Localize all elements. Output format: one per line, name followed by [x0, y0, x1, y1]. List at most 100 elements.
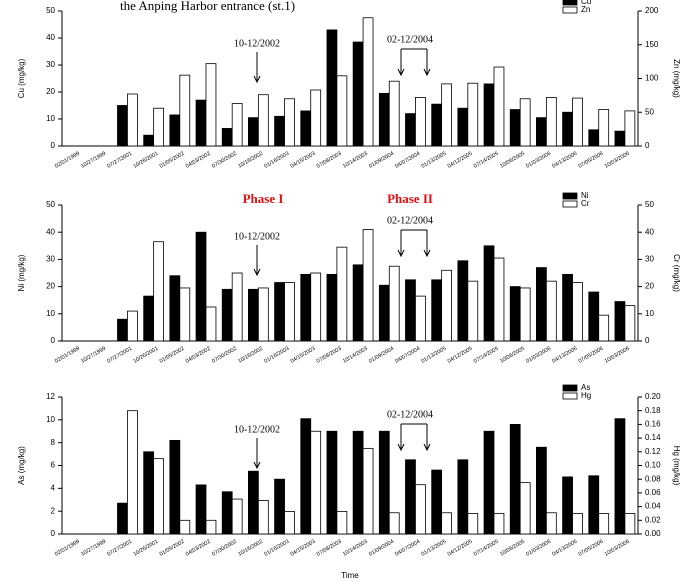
bar: [510, 424, 520, 534]
bar: [615, 302, 625, 341]
bar: [406, 280, 416, 341]
bar: [327, 431, 337, 534]
legend-swatch: [563, 385, 577, 391]
x-tick-label: 04/03/2002: [185, 346, 212, 365]
bar: [468, 281, 478, 341]
bar: [127, 411, 137, 534]
bar: [170, 276, 180, 341]
y-axis-label: As (mg/kg): [17, 446, 26, 485]
y2-tick-label: 150: [645, 40, 659, 49]
y-tick-label: 30: [46, 60, 55, 69]
x-tick-label: 01/05/2002: [159, 539, 186, 558]
bar: [196, 232, 206, 341]
bar: [353, 431, 363, 534]
y-tick-label: 40: [46, 33, 55, 42]
bar: [484, 246, 494, 341]
y2-tick-label: 0.06: [645, 488, 661, 497]
x-tick-label: 07/05/2006: [578, 539, 605, 558]
bar: [118, 503, 128, 534]
bar: [144, 452, 154, 534]
bar: [337, 76, 347, 146]
bar: [432, 470, 442, 534]
y2-tick-label: 50: [645, 200, 654, 209]
x-tick-label: 02/01/1999: [54, 346, 81, 365]
bar: [625, 111, 635, 146]
bar: [232, 499, 242, 534]
x-tick-label: 01/16/2003: [263, 151, 290, 170]
y2-tick-label: 0.02: [645, 515, 661, 524]
x-tick-label: 10/14/2003: [342, 151, 369, 170]
x-tick-label: 04/07/2004: [394, 151, 421, 170]
bar: [327, 274, 337, 341]
chart: 01020304050050100150200Cu (mg/kg)Zn (mg/…: [0, 0, 687, 582]
bar: [442, 84, 452, 146]
x-tick-label: 01/09/2004: [368, 151, 395, 170]
bar: [127, 311, 137, 341]
x-axis-label: Time: [341, 571, 359, 580]
y-tick-label: 0: [51, 529, 56, 538]
bar: [170, 440, 180, 534]
legend-label: Hg: [581, 391, 591, 400]
bar: [494, 513, 504, 534]
x-tick-label: 01/13/2005: [421, 539, 448, 558]
bar: [432, 104, 442, 146]
y2-tick-label: 0.12: [645, 447, 661, 456]
bar: [432, 280, 442, 341]
y-tick-label: 40: [46, 227, 55, 236]
bar: [180, 75, 190, 146]
x-tick-label: 10/26/2001: [133, 539, 160, 558]
x-tick-label: 04/13/2006: [551, 151, 578, 170]
bar: [625, 306, 635, 341]
bar: [311, 90, 321, 146]
bar: [589, 292, 599, 341]
y2-tick-label: 20: [645, 282, 654, 291]
x-tick-label: 07/14/2005: [473, 539, 500, 558]
bar: [248, 471, 258, 534]
y-tick-label: 50: [46, 6, 55, 15]
annotation: 10-12/2002: [234, 424, 280, 435]
bar: [484, 431, 494, 534]
y-tick-label: 0: [51, 141, 56, 150]
x-tick-label: 10/03/2006: [604, 539, 631, 558]
y2-tick-label: 0.08: [645, 474, 661, 483]
bar: [458, 261, 468, 341]
x-tick-label: 07/30/2002: [211, 539, 238, 558]
y2-tick-label: 40: [645, 227, 654, 236]
bar: [258, 95, 268, 146]
x-tick-label: 04/07/2004: [394, 539, 421, 558]
x-tick-label: 04/03/2002: [185, 151, 212, 170]
x-tick-label: 04/15/2003: [290, 346, 317, 365]
y-tick-label: 10: [46, 309, 55, 318]
y2-tick-label: 10: [645, 309, 654, 318]
legend-label: Cr: [581, 199, 590, 208]
bar: [258, 500, 268, 534]
bar: [311, 273, 321, 341]
bar: [389, 81, 399, 146]
legend-swatch: [563, 0, 577, 5]
bar: [379, 431, 389, 534]
bar: [415, 296, 425, 341]
x-tick-label: 04/13/2006: [551, 539, 578, 558]
y2-tick-label: 0: [645, 336, 650, 345]
bar: [510, 287, 520, 341]
y2-tick-label: 0.18: [645, 406, 661, 415]
bar: [494, 258, 504, 341]
legend-swatch: [563, 7, 577, 13]
bar: [222, 492, 232, 534]
bar: [442, 513, 452, 534]
x-tick-label: 10/14/2003: [342, 346, 369, 365]
legend-swatch: [563, 201, 577, 207]
bar: [625, 513, 635, 534]
annotation: Phase I: [243, 191, 284, 206]
x-tick-label: 02/01/1999: [54, 539, 81, 558]
annotation: 10-12/2002: [234, 231, 280, 242]
x-tick-label: 10/06/2005: [499, 346, 526, 365]
y-tick-label: 8: [51, 438, 56, 447]
y2-tick-label: 50: [645, 107, 654, 116]
y-axis-label: Cu (mg/kg): [17, 58, 26, 98]
bar: [406, 460, 416, 534]
bar: [248, 118, 258, 146]
bar: [206, 307, 216, 341]
y-tick-label: 12: [46, 392, 55, 401]
bar: [301, 274, 311, 341]
